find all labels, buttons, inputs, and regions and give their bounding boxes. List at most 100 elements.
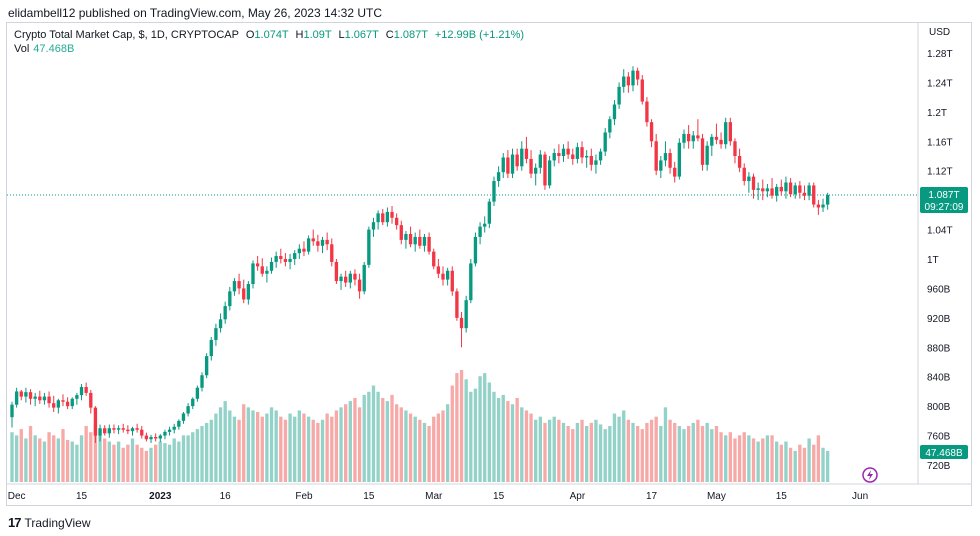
candle-body[interactable]: [167, 429, 172, 432]
candle-body[interactable]: [293, 253, 297, 259]
candle-body[interactable]: [274, 256, 278, 262]
candle-body[interactable]: [116, 428, 121, 430]
candle-body[interactable]: [802, 192, 807, 196]
candle-body[interactable]: [659, 160, 663, 171]
candle-body[interactable]: [242, 288, 246, 300]
candle-body[interactable]: [501, 157, 505, 173]
candle-body[interactable]: [483, 223, 487, 227]
flash-icon[interactable]: [862, 467, 878, 483]
candle-body[interactable]: [770, 188, 774, 196]
candle-body[interactable]: [432, 251, 436, 267]
candle-body[interactable]: [107, 428, 111, 434]
candle-body[interactable]: [89, 392, 93, 408]
candle-body[interactable]: [232, 281, 237, 292]
candle-body[interactable]: [311, 238, 315, 242]
candle-body[interactable]: [334, 261, 339, 282]
candle-body[interactable]: [251, 263, 255, 285]
candle-body[interactable]: [158, 435, 162, 439]
candle-body[interactable]: [682, 133, 686, 143]
candle-body[interactable]: [547, 160, 552, 186]
candle-body[interactable]: [24, 392, 28, 397]
candle-body[interactable]: [733, 141, 737, 156]
candle-body[interactable]: [473, 236, 478, 264]
candle-body[interactable]: [130, 428, 135, 432]
candle-body[interactable]: [269, 261, 274, 271]
candle-body[interactable]: [677, 142, 682, 177]
candle-body[interactable]: [61, 400, 65, 402]
candle-body[interactable]: [645, 101, 649, 123]
candle-body[interactable]: [812, 185, 816, 205]
candle-body[interactable]: [56, 400, 61, 408]
candle-body[interactable]: [75, 395, 79, 399]
candle-body[interactable]: [153, 437, 158, 439]
candle-body[interactable]: [566, 148, 570, 155]
candle-body[interactable]: [696, 135, 700, 139]
candle-body[interactable]: [422, 236, 427, 246]
candle-body[interactable]: [571, 154, 575, 159]
candle-body[interactable]: [98, 428, 102, 436]
candle-body[interactable]: [635, 70, 640, 80]
candle-body[interactable]: [200, 375, 204, 388]
candle-body[interactable]: [478, 226, 482, 237]
candle-body[interactable]: [381, 213, 385, 223]
candle-body[interactable]: [543, 154, 547, 186]
candle-body[interactable]: [177, 420, 181, 427]
candle-body[interactable]: [390, 211, 394, 218]
candle-body[interactable]: [714, 136, 719, 140]
candle-body[interactable]: [798, 185, 802, 193]
candle-body[interactable]: [28, 392, 33, 399]
candle-body[interactable]: [793, 185, 797, 195]
candle-body[interactable]: [673, 167, 677, 177]
candle-body[interactable]: [413, 236, 417, 245]
candle-body[interactable]: [686, 133, 691, 142]
candle-body[interactable]: [427, 236, 431, 252]
candle-body[interactable]: [668, 153, 672, 168]
candle-body[interactable]: [459, 317, 464, 329]
candle-body[interactable]: [418, 236, 422, 246]
candle-body[interactable]: [534, 167, 538, 174]
candle-body[interactable]: [163, 431, 167, 436]
candle-body[interactable]: [631, 70, 635, 86]
candle-body[interactable]: [700, 138, 705, 165]
candle-body[interactable]: [353, 273, 357, 280]
candle-body[interactable]: [724, 122, 728, 145]
candle-body[interactable]: [52, 403, 56, 408]
candle-body[interactable]: [807, 185, 811, 196]
candle-body[interactable]: [186, 406, 190, 414]
candle-body[interactable]: [135, 428, 139, 430]
candle-body[interactable]: [33, 396, 37, 399]
candle-body[interactable]: [450, 270, 454, 292]
candle-body[interactable]: [784, 182, 788, 192]
candle-body[interactable]: [445, 270, 450, 280]
candle-body[interactable]: [728, 122, 733, 142]
candle-body[interactable]: [761, 188, 765, 192]
candle-body[interactable]: [751, 176, 756, 190]
candle-body[interactable]: [608, 119, 612, 133]
candle-body[interactable]: [204, 356, 209, 376]
candle-body[interactable]: [223, 306, 227, 320]
candle-body[interactable]: [84, 387, 88, 393]
candle-body[interactable]: [506, 157, 510, 174]
candle-body[interactable]: [288, 259, 292, 262]
candle-body[interactable]: [149, 437, 153, 440]
candle-body[interactable]: [265, 270, 269, 274]
candle-body[interactable]: [195, 387, 200, 399]
candle-body[interactable]: [580, 147, 584, 158]
candle-body[interactable]: [408, 233, 413, 245]
currency-label[interactable]: USD: [929, 27, 951, 38]
candle-body[interactable]: [612, 104, 617, 120]
candle-body[interactable]: [691, 135, 695, 142]
candle-body[interactable]: [552, 153, 556, 161]
candle-body[interactable]: [765, 188, 770, 192]
candle-body[interactable]: [538, 154, 542, 168]
candle-body[interactable]: [617, 86, 621, 105]
candle-body[interactable]: [237, 281, 241, 289]
candle-body[interactable]: [399, 225, 403, 240]
candle-body[interactable]: [589, 156, 593, 165]
candle-body[interactable]: [260, 266, 264, 274]
candle-body[interactable]: [825, 194, 830, 205]
candle-body[interactable]: [209, 339, 213, 357]
candle-body[interactable]: [279, 256, 283, 259]
candle-body[interactable]: [561, 148, 566, 156]
